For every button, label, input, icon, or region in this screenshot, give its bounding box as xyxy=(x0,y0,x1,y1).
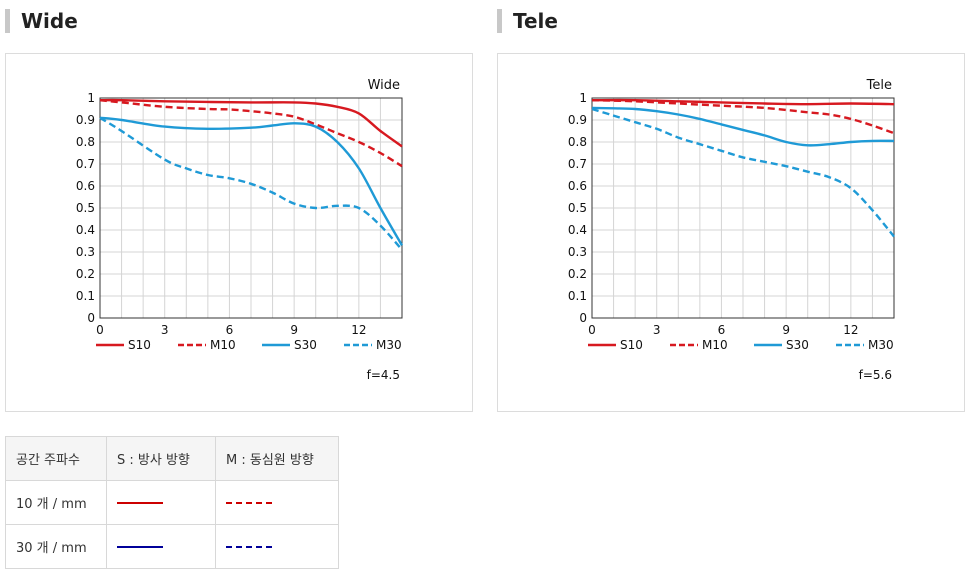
chart-title: Wide xyxy=(368,78,400,93)
swatch-cell xyxy=(106,524,216,569)
title-accent-bar xyxy=(5,9,10,33)
y-tick-label: 0.7 xyxy=(568,157,587,171)
series-line-s30 xyxy=(99,116,404,247)
x-tick-label: 9 xyxy=(782,323,790,337)
chart-panel-tele: 0 0.1 0.2 0.3 0.4 0.5 0.6 0.7 0.8 0.9 1 0 3 6 9 12 Tele S… xyxy=(497,53,965,412)
swatch-m30 xyxy=(226,545,272,548)
y-tick-label: 0.8 xyxy=(76,135,95,149)
series-line-m30 xyxy=(99,116,403,251)
y-tick-label: 0.1 xyxy=(568,289,587,303)
y-tick-label: 0.6 xyxy=(568,179,587,193)
table-row: 30 개 / mm xyxy=(5,524,339,569)
y-tick-label: 0.8 xyxy=(568,135,587,149)
series-line-s10 xyxy=(99,98,403,148)
series-line-m30 xyxy=(591,107,895,238)
y-tick-label: 0.7 xyxy=(76,157,95,171)
y-tick-label: 0.4 xyxy=(76,223,95,237)
swatch-cell xyxy=(215,524,339,569)
section-title-text: Tele xyxy=(513,9,558,33)
y-tick-label: 0.6 xyxy=(76,179,95,193)
plot-frame xyxy=(99,97,403,319)
legend-label-s10: S10 xyxy=(620,338,643,352)
x-tick-label: 6 xyxy=(226,323,234,337)
mtf-chart-wide: 0 0.1 0.2 0.3 0.4 0.5 0.6 0.7 0.8 0.9 1 0 3 6 9 12 Wide S… xyxy=(76,78,404,382)
row-label-10: 10 개 / mm xyxy=(5,480,107,525)
y-tick-label: 0.5 xyxy=(568,201,587,215)
y-tick-label: 1 xyxy=(579,91,587,105)
legend-label-s10: S10 xyxy=(128,338,151,352)
header-spatial-frequency: 공간 주파수 xyxy=(5,436,107,481)
y-tick-label: 0.1 xyxy=(76,289,95,303)
y-tick-label: 0.2 xyxy=(568,267,587,281)
x-tick-label: 9 xyxy=(290,323,298,337)
x-tick-label: 3 xyxy=(161,323,169,337)
section-title-tele: Tele xyxy=(497,8,558,34)
y-tick-label: 0 xyxy=(87,311,95,325)
x-tick-label: 12 xyxy=(351,323,366,337)
legend-label-s30: S30 xyxy=(294,338,317,352)
legend-label-m30: M30 xyxy=(376,338,402,352)
x-tick-label: 3 xyxy=(653,323,661,337)
legend-label-s30: S30 xyxy=(786,338,809,352)
x-tick-label: 0 xyxy=(588,323,596,337)
title-accent-bar xyxy=(497,9,502,33)
plot-frame xyxy=(591,97,895,319)
x-tick-label: 12 xyxy=(843,323,858,337)
y-tick-label: 1 xyxy=(87,91,95,105)
y-tick-label: 0.3 xyxy=(568,245,587,259)
swatch-s10 xyxy=(117,501,163,504)
header-sagittal: S : 방사 방향 xyxy=(106,436,216,481)
legend-table: 공간 주파수 S : 방사 방향 M : 동심원 방향 10 개 / mm 30… xyxy=(5,436,339,569)
swatch-cell xyxy=(215,480,339,525)
y-tick-label: 0 xyxy=(579,311,587,325)
y-tick-label: 0.9 xyxy=(76,113,95,127)
y-tick-label: 0.4 xyxy=(568,223,587,237)
y-tick-label: 0.9 xyxy=(568,113,587,127)
chart-panel-wide: 0 0.1 0.2 0.3 0.4 0.5 0.6 0.7 0.8 0.9 1 0 3 6 9 12 Wide S… xyxy=(5,53,473,412)
y-tick-label: 0.3 xyxy=(76,245,95,259)
table-row: 10 개 / mm xyxy=(5,480,339,525)
swatch-m10 xyxy=(226,501,272,504)
section-title-wide: Wide xyxy=(5,8,78,34)
y-tick-label: 0.5 xyxy=(76,201,95,215)
mtf-chart-tele: 0 0.1 0.2 0.3 0.4 0.5 0.6 0.7 0.8 0.9 1 0 3 6 9 12 Tele S… xyxy=(568,78,895,382)
legend-table-header-row: 공간 주파수 S : 방사 방향 M : 동심원 방향 xyxy=(5,436,339,481)
legend-label-m10: M10 xyxy=(210,338,236,352)
legend-label-m30: M30 xyxy=(868,338,894,352)
x-tick-label: 0 xyxy=(96,323,104,337)
header-meridional: M : 동심원 방향 xyxy=(215,436,339,481)
row-label-30: 30 개 / mm xyxy=(5,524,107,569)
swatch-s30 xyxy=(117,545,163,548)
y-tick-label: 0.2 xyxy=(76,267,95,281)
legend-label-m10: M10 xyxy=(702,338,728,352)
series-line-m10 xyxy=(99,99,403,168)
chart-title: Tele xyxy=(866,78,892,93)
aperture-footnote: f=5.6 xyxy=(859,368,892,382)
series-line-s30 xyxy=(591,106,895,147)
x-tick-label: 6 xyxy=(718,323,726,337)
aperture-footnote: f=4.5 xyxy=(367,368,400,382)
section-title-text: Wide xyxy=(21,9,78,33)
swatch-cell xyxy=(106,480,216,525)
